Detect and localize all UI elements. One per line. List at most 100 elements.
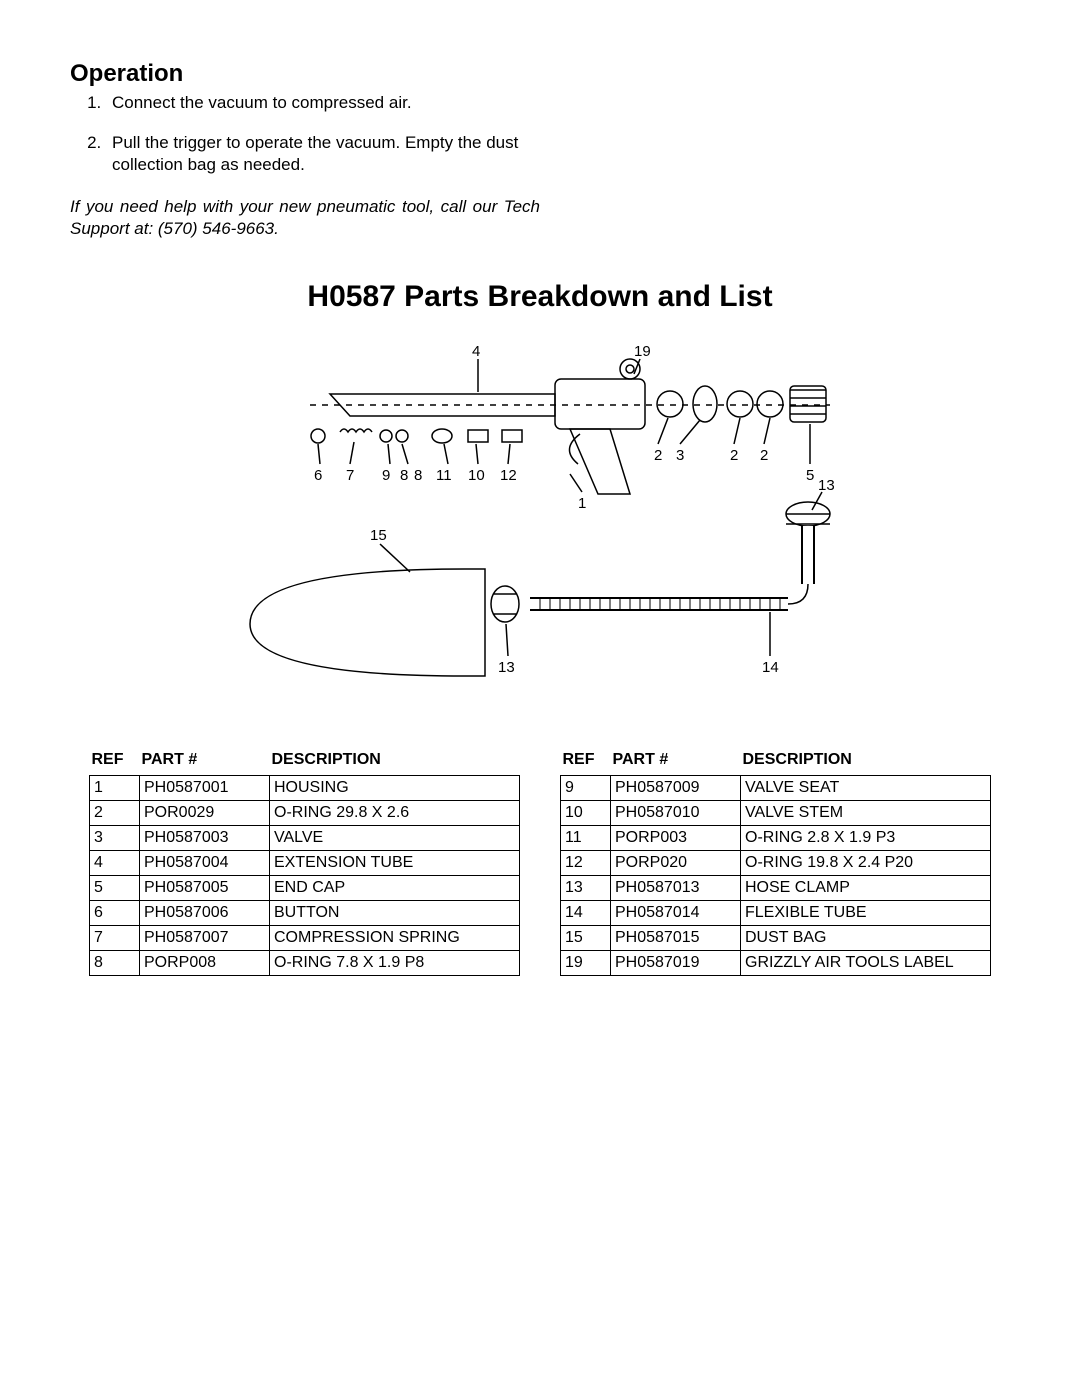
col-header-desc: DESCRIPTION bbox=[741, 749, 991, 776]
callout-label: 13 bbox=[818, 477, 835, 494]
callout-label: 6 bbox=[314, 467, 322, 484]
col-header-part: PART # bbox=[140, 749, 270, 776]
table-cell-desc: COMPRESSION SPRING bbox=[270, 926, 520, 951]
table-cell-part: PH0587019 bbox=[611, 951, 741, 976]
table-cell-desc: O-RING 29.8 X 2.6 bbox=[270, 801, 520, 826]
col-header-ref: REF bbox=[561, 749, 611, 776]
table-row: 12PORP020O-RING 19.8 X 2.4 P20 bbox=[561, 851, 991, 876]
table-cell-desc: O-RING 7.8 X 1.9 P8 bbox=[270, 951, 520, 976]
main-title: H0587 Parts Breakdown and List bbox=[70, 280, 1010, 314]
table-cell-part: PH0587007 bbox=[140, 926, 270, 951]
table-cell-desc: BUTTON bbox=[270, 901, 520, 926]
table-row: 3PH0587003VALVE bbox=[90, 826, 520, 851]
parts-diagram-svg: 4 19 6 7 9 8 8 11 10 12 1 2 3 2 2 5 13 1… bbox=[210, 324, 870, 684]
callout-label: 2 bbox=[654, 447, 662, 464]
callout-label: 19 bbox=[634, 343, 651, 360]
table-cell-part: PH0587005 bbox=[140, 876, 270, 901]
table-cell-desc: VALVE bbox=[270, 826, 520, 851]
callout-label: 1 bbox=[578, 495, 586, 512]
callout-label: 2 bbox=[760, 447, 768, 464]
table-cell-part: PH0587001 bbox=[140, 776, 270, 801]
table-cell-ref: 10 bbox=[561, 801, 611, 826]
table-cell-part: PH0587015 bbox=[611, 926, 741, 951]
table-cell-desc: O-RING 19.8 X 2.4 P20 bbox=[741, 851, 991, 876]
table-cell-ref: 4 bbox=[90, 851, 140, 876]
callout-label: 4 bbox=[472, 343, 480, 360]
table-cell-desc: HOSE CLAMP bbox=[741, 876, 991, 901]
operation-step: Connect the vacuum to compressed air. bbox=[106, 92, 586, 114]
callout-label: 11 bbox=[436, 467, 452, 484]
table-cell-part: PORP008 bbox=[140, 951, 270, 976]
table-cell-ref: 12 bbox=[561, 851, 611, 876]
table-cell-ref: 19 bbox=[561, 951, 611, 976]
callout-label: 15 bbox=[370, 527, 387, 544]
callout-label: 8 bbox=[414, 467, 422, 484]
table-cell-desc: VALVE SEAT bbox=[741, 776, 991, 801]
table-cell-ref: 7 bbox=[90, 926, 140, 951]
operation-step: Pull the trigger to operate the vacuum. … bbox=[106, 132, 586, 176]
table-cell-ref: 11 bbox=[561, 826, 611, 851]
table-cell-ref: 2 bbox=[90, 801, 140, 826]
table-cell-part: PH0587006 bbox=[140, 901, 270, 926]
table-cell-desc: HOUSING bbox=[270, 776, 520, 801]
table-cell-ref: 8 bbox=[90, 951, 140, 976]
table-row: 5PH0587005END CAP bbox=[90, 876, 520, 901]
callout-label: 12 bbox=[500, 467, 517, 484]
help-note: If you need help with your new pneumatic… bbox=[70, 196, 540, 240]
document-page: Operation Connect the vacuum to compress… bbox=[0, 0, 1080, 1397]
callout-label: 7 bbox=[346, 467, 354, 484]
parts-table-right: REF PART # DESCRIPTION 9PH0587009VALVE S… bbox=[560, 749, 991, 976]
operation-heading: Operation bbox=[70, 60, 1010, 88]
table-row: 7PH0587007COMPRESSION SPRING bbox=[90, 926, 520, 951]
parts-table-right-body: 9PH0587009VALVE SEAT10PH0587010VALVE STE… bbox=[561, 776, 991, 976]
table-cell-ref: 15 bbox=[561, 926, 611, 951]
table-row: 10PH0587010VALVE STEM bbox=[561, 801, 991, 826]
callout-label: 14 bbox=[762, 659, 779, 676]
table-cell-ref: 6 bbox=[90, 901, 140, 926]
operation-step-text: Connect the vacuum to compressed air. bbox=[112, 93, 412, 112]
table-row: 4PH0587004EXTENSION TUBE bbox=[90, 851, 520, 876]
callout-label: 8 bbox=[400, 467, 408, 484]
table-cell-ref: 14 bbox=[561, 901, 611, 926]
table-row: 8PORP008O-RING 7.8 X 1.9 P8 bbox=[90, 951, 520, 976]
callout-label: 9 bbox=[382, 467, 390, 484]
table-cell-ref: 5 bbox=[90, 876, 140, 901]
table-cell-desc: DUST BAG bbox=[741, 926, 991, 951]
table-cell-ref: 13 bbox=[561, 876, 611, 901]
table-cell-desc: VALVE STEM bbox=[741, 801, 991, 826]
table-row: 6PH0587006BUTTON bbox=[90, 901, 520, 926]
callout-label: 3 bbox=[676, 447, 684, 464]
table-cell-part: PH0587009 bbox=[611, 776, 741, 801]
operation-list: Connect the vacuum to compressed air. Pu… bbox=[70, 92, 586, 176]
table-cell-part: PORP020 bbox=[611, 851, 741, 876]
table-cell-desc: FLEXIBLE TUBE bbox=[741, 901, 991, 926]
table-row: 15PH0587015DUST BAG bbox=[561, 926, 991, 951]
col-header-part: PART # bbox=[611, 749, 741, 776]
table-cell-desc: O-RING 2.8 X 1.9 P3 bbox=[741, 826, 991, 851]
col-header-desc: DESCRIPTION bbox=[270, 749, 520, 776]
callout-label: 2 bbox=[730, 447, 738, 464]
parts-table-left: REF PART # DESCRIPTION 1PH0587001HOUSING… bbox=[89, 749, 520, 976]
parts-table-left-body: 1PH0587001HOUSING2POR0029O-RING 29.8 X 2… bbox=[90, 776, 520, 976]
table-cell-part: PH0587003 bbox=[140, 826, 270, 851]
table-row: 1PH0587001HOUSING bbox=[90, 776, 520, 801]
table-row: 11PORP003O-RING 2.8 X 1.9 P3 bbox=[561, 826, 991, 851]
table-cell-part: PH0587013 bbox=[611, 876, 741, 901]
parts-diagram: 4 19 6 7 9 8 8 11 10 12 1 2 3 2 2 5 13 1… bbox=[210, 324, 870, 689]
parts-tables: REF PART # DESCRIPTION 1PH0587001HOUSING… bbox=[70, 749, 1010, 976]
table-cell-part: PH0587004 bbox=[140, 851, 270, 876]
table-row: 9PH0587009VALVE SEAT bbox=[561, 776, 991, 801]
table-row: 2POR0029O-RING 29.8 X 2.6 bbox=[90, 801, 520, 826]
callout-label: 10 bbox=[468, 467, 485, 484]
operation-step-text: Pull the trigger to operate the vacuum. … bbox=[112, 133, 518, 174]
table-cell-part: PH0587010 bbox=[611, 801, 741, 826]
table-cell-ref: 9 bbox=[561, 776, 611, 801]
table-cell-desc: END CAP bbox=[270, 876, 520, 901]
table-cell-part: PORP003 bbox=[611, 826, 741, 851]
col-header-ref: REF bbox=[90, 749, 140, 776]
table-row: 19PH0587019GRIZZLY AIR TOOLS LABEL bbox=[561, 951, 991, 976]
table-cell-desc: GRIZZLY AIR TOOLS LABEL bbox=[741, 951, 991, 976]
table-cell-part: PH0587014 bbox=[611, 901, 741, 926]
table-cell-ref: 1 bbox=[90, 776, 140, 801]
table-cell-ref: 3 bbox=[90, 826, 140, 851]
